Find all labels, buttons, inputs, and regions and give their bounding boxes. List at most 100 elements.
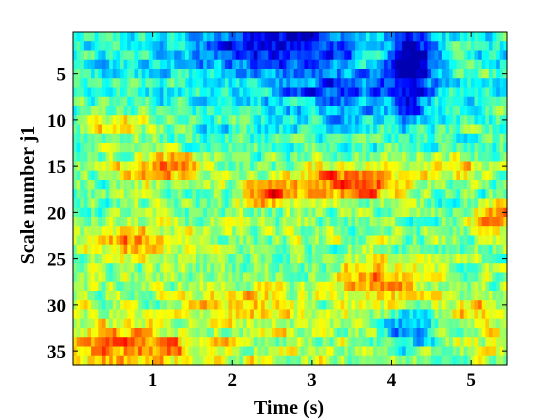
heatmap-cell (474, 106, 479, 116)
heatmap-cell (478, 170, 483, 181)
heatmap-cell (167, 198, 172, 209)
heatmap-cell (217, 328, 222, 338)
heatmap-cell (91, 41, 96, 52)
heatmap-cell (242, 106, 248, 116)
heatmap-cell (130, 115, 136, 126)
heatmap-cell (224, 59, 230, 70)
heatmap-cell (282, 244, 287, 255)
heatmap-cell (434, 87, 439, 98)
heatmap-cell (405, 87, 410, 98)
heatmap-cell (141, 96, 146, 107)
heatmap-cell (181, 226, 186, 237)
heatmap-cell (127, 152, 132, 163)
heatmap-cell (91, 50, 96, 61)
heatmap-cell (181, 328, 186, 338)
heatmap-cell (474, 133, 479, 144)
heatmap-cell (337, 69, 342, 79)
heatmap-cell (250, 133, 255, 144)
y-tick-label: 5 (57, 65, 67, 86)
heatmap-cell (351, 281, 356, 292)
heatmap-cell (351, 198, 356, 209)
heatmap-cell (423, 318, 429, 329)
heatmap-cell (326, 189, 331, 200)
heatmap-cell (76, 115, 81, 126)
heatmap-cell (206, 143, 212, 153)
heatmap-cell (156, 87, 161, 98)
heatmap-cell (177, 152, 183, 163)
heatmap-cell (235, 254, 240, 264)
heatmap-cell (235, 106, 240, 116)
heatmap-cell (123, 207, 128, 218)
heatmap-cell (177, 50, 183, 61)
heatmap-cell (427, 41, 432, 52)
heatmap-cell (412, 207, 418, 218)
heatmap-cell (297, 124, 302, 135)
heatmap-cell (369, 226, 374, 237)
heatmap-cell (181, 272, 186, 283)
heatmap-cell (423, 272, 429, 283)
heatmap-cell (387, 152, 392, 163)
heatmap-cell (492, 337, 497, 348)
heatmap-cell (279, 244, 284, 255)
heatmap-cell (304, 309, 309, 320)
heatmap-cell (152, 198, 157, 209)
heatmap-cell (355, 207, 360, 218)
heatmap-cell (365, 41, 371, 52)
heatmap-cell (134, 78, 139, 89)
heatmap-cell (387, 41, 392, 52)
heatmap-cell (105, 180, 110, 190)
heatmap-cell (109, 291, 114, 301)
heatmap-cell (163, 318, 168, 329)
heatmap-cell (192, 189, 197, 200)
heatmap-cell (387, 217, 392, 227)
heatmap-cell (250, 115, 255, 126)
heatmap-cell (87, 217, 92, 227)
heatmap-cell (134, 32, 139, 42)
heatmap-cell (80, 78, 85, 89)
heatmap-cell (369, 41, 374, 52)
heatmap-cell (322, 50, 327, 61)
heatmap-cell (344, 170, 349, 181)
heatmap-cell (340, 87, 345, 98)
heatmap-cell (441, 133, 447, 144)
heatmap-cell (503, 143, 508, 153)
heatmap-cell (333, 355, 338, 366)
heatmap-cell (112, 198, 117, 209)
heatmap-cell (246, 106, 251, 116)
heatmap-cell (185, 226, 190, 237)
heatmap-cell (365, 318, 371, 329)
heatmap-cell (420, 133, 425, 144)
heatmap-cell (152, 281, 157, 292)
heatmap-cell (170, 69, 175, 79)
heatmap-cell (326, 170, 331, 181)
heatmap-cell (250, 244, 255, 255)
heatmap-cell (228, 170, 233, 181)
heatmap-cell (239, 263, 244, 274)
heatmap-cell (105, 59, 110, 70)
heatmap-cell (304, 346, 309, 357)
heatmap-cell (322, 198, 327, 209)
heatmap-cell (318, 96, 324, 107)
heatmap-cell (91, 309, 96, 320)
heatmap-cell (405, 263, 410, 274)
heatmap-cell (322, 337, 327, 348)
heatmap-cell (232, 133, 237, 144)
heatmap-cell (329, 281, 334, 292)
heatmap-cell (481, 41, 486, 52)
heatmap-cell (224, 87, 230, 98)
heatmap-cell (485, 96, 490, 107)
heatmap-cell (228, 32, 233, 42)
heatmap-cell (228, 152, 233, 163)
heatmap-cell (152, 50, 157, 61)
heatmap-cell (362, 59, 367, 70)
heatmap-cell (192, 328, 197, 338)
heatmap-cell (116, 180, 121, 190)
heatmap-cell (271, 124, 277, 135)
heatmap-cell (228, 355, 233, 366)
heatmap-cell (73, 152, 78, 163)
heatmap-cell (449, 226, 454, 237)
heatmap-cell (268, 124, 273, 135)
heatmap-cell (387, 281, 392, 292)
heatmap-cell (304, 337, 309, 348)
